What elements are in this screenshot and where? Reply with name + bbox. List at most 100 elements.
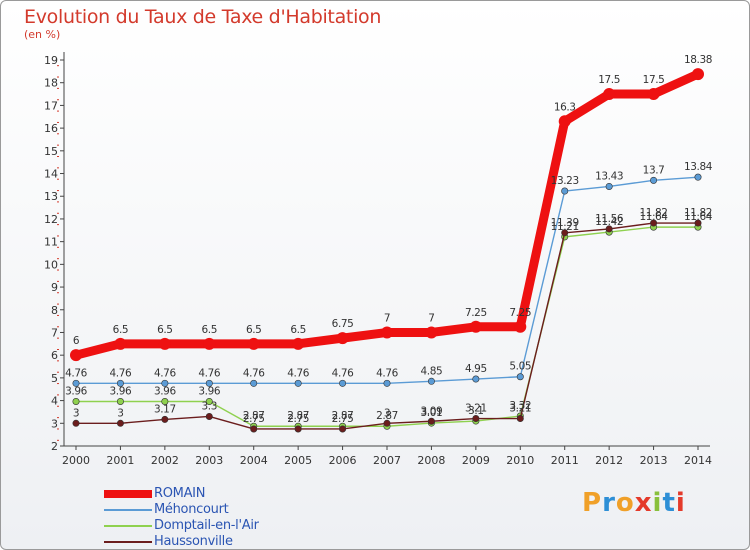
data-label: 2.75 bbox=[332, 413, 354, 425]
data-label: 4.76 bbox=[65, 367, 87, 379]
series-point bbox=[70, 349, 82, 362]
data-label: 6.5 bbox=[157, 324, 173, 336]
logo-letter: P bbox=[582, 488, 603, 518]
data-label: 17.5 bbox=[598, 74, 620, 86]
data-label: 3 bbox=[384, 407, 390, 419]
series-point bbox=[247, 337, 260, 350]
data-label: 2.87 bbox=[243, 410, 265, 422]
series-line bbox=[75, 176, 699, 385]
series-point bbox=[339, 425, 347, 433]
data-label: 7 bbox=[384, 312, 390, 324]
data-label: 4.76 bbox=[376, 367, 398, 379]
series-point bbox=[427, 417, 435, 425]
data-label: 13.23 bbox=[551, 175, 579, 187]
legend-swatch bbox=[104, 541, 152, 543]
series-point bbox=[205, 379, 213, 387]
x-tick-label: 2008 bbox=[417, 454, 445, 467]
proxiti-logo: Proxiti bbox=[582, 488, 686, 518]
series-point bbox=[161, 379, 169, 387]
series-point bbox=[383, 419, 391, 427]
data-label: 3.96 bbox=[154, 385, 176, 397]
data-label: 16.3 bbox=[554, 101, 576, 113]
data-label: 4.76 bbox=[198, 367, 220, 379]
data-label: 3.96 bbox=[110, 385, 132, 397]
logo-letter: x bbox=[634, 488, 653, 518]
series-point bbox=[514, 320, 527, 333]
data-label: 4.76 bbox=[110, 367, 132, 379]
x-tick-label: 2006 bbox=[329, 454, 357, 467]
data-label: 3 bbox=[73, 407, 79, 419]
series-point bbox=[427, 377, 435, 385]
series-point bbox=[72, 397, 80, 405]
data-label: 3.01 bbox=[421, 407, 443, 419]
x-tick-label: 2003 bbox=[195, 454, 223, 467]
series-point bbox=[561, 187, 569, 195]
data-label: 13.7 bbox=[643, 164, 665, 176]
series-point bbox=[294, 425, 302, 433]
series-point bbox=[114, 337, 127, 350]
y-tick-label: 12 bbox=[44, 213, 58, 226]
data-label: 6.5 bbox=[246, 324, 262, 336]
series-point bbox=[294, 379, 302, 387]
legend-label: Domptail-en-l'Air bbox=[154, 518, 259, 533]
data-label: 3.1 bbox=[468, 405, 484, 417]
data-label: 11.42 bbox=[595, 216, 623, 228]
series-point bbox=[516, 373, 524, 381]
y-tick-label: 14 bbox=[44, 168, 58, 181]
series-point bbox=[116, 419, 124, 427]
data-label: 4.76 bbox=[154, 367, 176, 379]
data-label: 18.38 bbox=[684, 54, 712, 66]
series-point bbox=[692, 68, 704, 81]
series-layer bbox=[70, 68, 704, 433]
data-label: 11.64 bbox=[684, 211, 713, 223]
series-point bbox=[205, 412, 213, 420]
x-tick-label: 2001 bbox=[106, 454, 134, 467]
series-point bbox=[647, 88, 660, 101]
series-point bbox=[469, 320, 482, 333]
series-point bbox=[203, 337, 216, 350]
series-point bbox=[650, 176, 658, 184]
data-label: 3.3 bbox=[202, 400, 218, 412]
data-label: 11.56 bbox=[595, 213, 624, 225]
x-tick-label: 2012 bbox=[595, 454, 623, 467]
data-label: 3.21 bbox=[465, 403, 487, 415]
y-tick-label: 13 bbox=[44, 190, 58, 203]
series-point bbox=[72, 419, 80, 427]
series-point bbox=[472, 375, 480, 383]
data-label: 2.87 bbox=[287, 410, 309, 422]
x-tick-label: 2002 bbox=[151, 454, 179, 467]
logo-letter: o bbox=[615, 488, 635, 518]
x-tick-label: 2004 bbox=[240, 454, 268, 467]
series-point bbox=[516, 415, 524, 423]
y-tick-label: 3 bbox=[51, 417, 58, 430]
data-label: 11.39 bbox=[551, 217, 579, 229]
axes: 2 3 4 5 6 7 8 9 10 11 12 13 14 15 16 17 18 19 2000 2001 2002… bbox=[44, 52, 712, 467]
y-tick-label: 16 bbox=[44, 122, 58, 135]
y-tick-label: 11 bbox=[44, 236, 58, 249]
series-point bbox=[161, 397, 169, 405]
series-point bbox=[72, 379, 80, 387]
y-tick-label: 7 bbox=[51, 326, 58, 339]
chart-subtitle: (en %) bbox=[24, 28, 61, 41]
y-tick-label: 5 bbox=[51, 372, 58, 385]
legend-swatch bbox=[104, 525, 152, 527]
series-point bbox=[603, 88, 616, 101]
data-label: 4.76 bbox=[287, 367, 309, 379]
data-label: 7 bbox=[428, 312, 434, 324]
x-tick-label: 2000 bbox=[62, 454, 90, 467]
data-label: 13.84 bbox=[684, 161, 713, 173]
series-point bbox=[205, 397, 213, 405]
x-tick-label: 2007 bbox=[373, 454, 401, 467]
y-tick-label: 18 bbox=[44, 77, 58, 90]
data-labels: 4.76 4.76 4.76 4.76 4.76 4.76 4.76 4.76 4.85 4.95… bbox=[65, 54, 713, 425]
data-label: 11.21 bbox=[551, 221, 579, 233]
y-tick-label: 9 bbox=[51, 281, 58, 294]
series-point bbox=[336, 332, 349, 345]
series-point bbox=[472, 415, 480, 423]
data-label: 3.17 bbox=[154, 403, 176, 415]
series-point bbox=[605, 225, 613, 233]
data-label: 2.75 bbox=[243, 413, 265, 425]
data-label: 3.96 bbox=[198, 385, 220, 397]
chart-title: Evolution du Taux de Taxe d'Habitation bbox=[24, 6, 382, 28]
